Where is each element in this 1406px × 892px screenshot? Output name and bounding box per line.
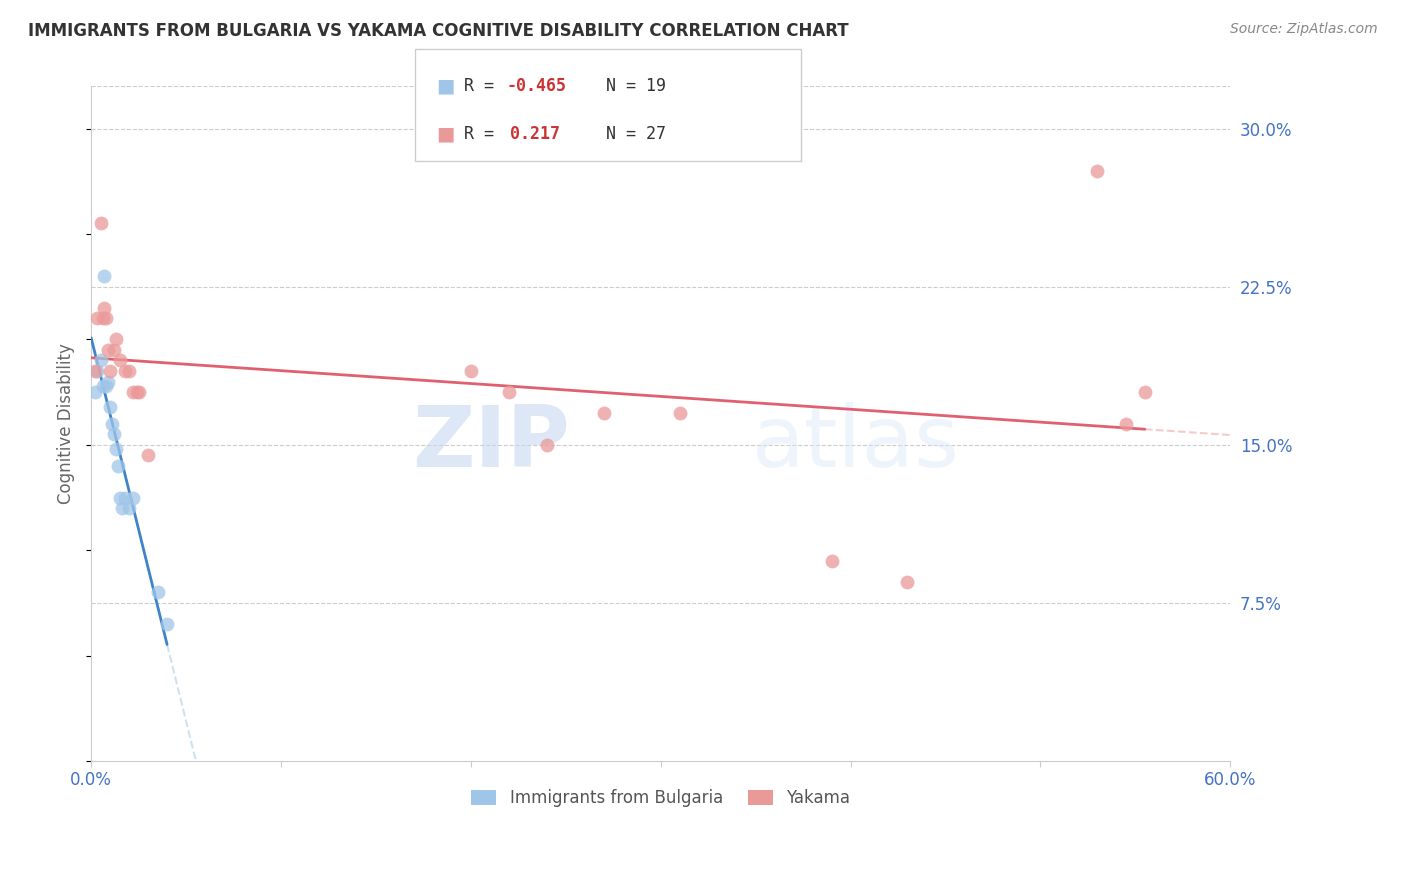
Point (668, 406, 690, 420)
Point (114, 364, 136, 378)
Point (107, 458, 129, 473)
Text: R =: R = (464, 78, 503, 95)
Text: -0.465: -0.465 (506, 78, 567, 95)
Point (128, 385, 150, 400)
Point (86, 364, 108, 378)
Point (122, 491, 145, 505)
Y-axis label: Cognitive Disability: Cognitive Disability (58, 343, 75, 504)
Point (820, 554, 842, 568)
Point (108, 491, 131, 505)
Point (90, 353, 112, 368)
Point (96, 378, 118, 392)
Point (90, 216, 112, 230)
Point (84, 385, 107, 400)
Point (96, 311, 118, 326)
Point (125, 385, 148, 400)
Point (1085, 163, 1108, 178)
Point (103, 427, 125, 442)
Point (460, 364, 482, 378)
Point (101, 417, 124, 431)
Point (93, 301, 115, 315)
Point (93, 269, 115, 284)
Point (118, 364, 141, 378)
Point (104, 442, 127, 456)
Point (97, 343, 120, 357)
Text: ■: ■ (436, 77, 454, 95)
Point (91, 378, 114, 392)
Point (1115, 417, 1137, 431)
Point (592, 406, 614, 420)
Point (103, 343, 125, 357)
Text: atlas: atlas (752, 402, 960, 485)
Point (114, 491, 136, 505)
Text: ZIP: ZIP (412, 402, 569, 485)
Point (536, 438, 558, 452)
Point (98, 400, 121, 414)
Point (122, 385, 145, 400)
Text: Source: ZipAtlas.com: Source: ZipAtlas.com (1230, 22, 1378, 37)
Text: N = 19: N = 19 (576, 78, 666, 95)
Text: 0.217: 0.217 (510, 125, 561, 143)
Point (1133, 385, 1156, 400)
Point (104, 332, 127, 346)
Text: R =: R = (464, 125, 503, 143)
Text: IMMIGRANTS FROM BULGARIA VS YAKAMA COGNITIVE DISABILITY CORRELATION CHART: IMMIGRANTS FROM BULGARIA VS YAKAMA COGNI… (28, 22, 849, 40)
Point (498, 385, 520, 400)
Point (156, 617, 179, 632)
Text: ■: ■ (436, 124, 454, 143)
Point (118, 501, 141, 516)
Point (91, 311, 114, 326)
Legend: Immigrants from Bulgaria, Yakama: Immigrants from Bulgaria, Yakama (464, 782, 856, 814)
Point (97, 375, 120, 389)
Point (896, 574, 918, 589)
Point (84, 364, 107, 378)
Point (98, 364, 121, 378)
Point (136, 448, 159, 462)
Point (108, 353, 131, 368)
Text: N = 27: N = 27 (576, 125, 666, 143)
Point (110, 501, 132, 516)
Point (86, 311, 108, 326)
Point (146, 585, 169, 599)
